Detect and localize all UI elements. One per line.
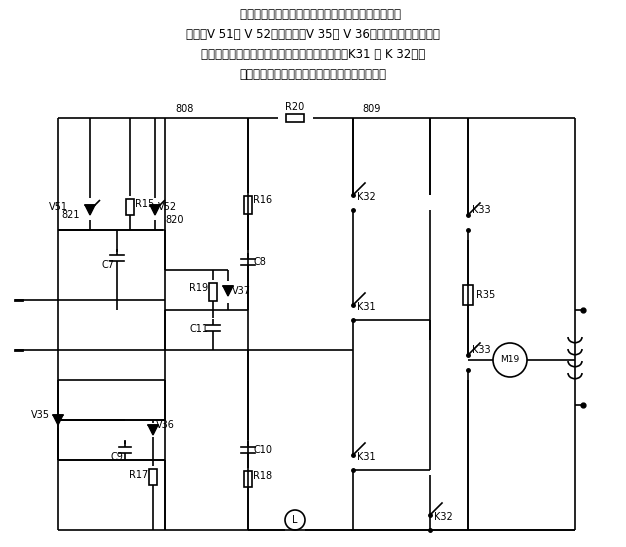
Polygon shape [53, 415, 63, 425]
Text: M19: M19 [500, 356, 520, 364]
Text: R35: R35 [476, 290, 495, 300]
Text: K31: K31 [357, 302, 376, 312]
Bar [244, 471, 252, 487]
Polygon shape [85, 205, 95, 215]
Text: C8: C8 [253, 257, 266, 267]
Bar [209, 283, 217, 301]
Text: K33: K33 [472, 345, 491, 355]
Text: 改变电压的正负极，从而改变电机的旋转方向。: 改变电压的正负极，从而改变电机的旋转方向。 [240, 68, 386, 81]
Text: V51: V51 [49, 202, 68, 212]
Bar [286, 114, 304, 122]
Polygon shape [223, 286, 233, 296]
Bar [126, 199, 134, 215]
Text: V35: V35 [31, 410, 50, 420]
Text: K31: K31 [357, 452, 376, 463]
Bar [463, 285, 473, 305]
Text: R18: R18 [253, 471, 272, 481]
Text: C11: C11 [189, 324, 208, 334]
Text: K32: K32 [357, 193, 376, 202]
Text: 所示为晶闸管单相桥式半控整流主电路。从图中可以: 所示为晶闸管单相桥式半控整流主电路。从图中可以 [225, 8, 401, 21]
Text: C9: C9 [110, 452, 123, 462]
Text: R17: R17 [129, 470, 148, 480]
Text: 821: 821 [61, 210, 80, 220]
Text: V37: V37 [232, 286, 251, 296]
Bar [149, 469, 157, 485]
Text: V52: V52 [158, 202, 177, 212]
Bar [244, 196, 252, 214]
Text: K32: K32 [434, 513, 453, 522]
Text: 820: 820 [165, 215, 183, 225]
Text: R19: R19 [189, 283, 208, 293]
Text: 式半控整流电路，采用调压调速，控制电动机，K31 和 K 32可以: 式半控整流电路，采用调压调速，控制电动机，K31 和 K 32可以 [201, 48, 425, 61]
Text: K33: K33 [472, 205, 491, 215]
Text: 808: 808 [176, 104, 194, 114]
Text: 看出，V 51和 V 52为晶闸管，V 35和 V 36为二极管，构成单相桥: 看出，V 51和 V 52为晶闸管，V 35和 V 36为二极管，构成单相桥 [186, 28, 440, 41]
Text: R20: R20 [285, 102, 305, 112]
Text: R16: R16 [253, 195, 272, 205]
Text: L: L [292, 515, 298, 525]
Text: V36: V36 [156, 420, 175, 430]
Text: 809: 809 [363, 104, 381, 114]
Text: C7: C7 [101, 260, 114, 270]
Text: R15: R15 [135, 199, 154, 209]
Polygon shape [150, 205, 160, 215]
Polygon shape [148, 425, 158, 435]
Text: C10: C10 [253, 445, 272, 455]
